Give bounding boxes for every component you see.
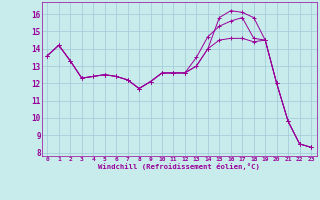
X-axis label: Windchill (Refroidissement éolien,°C): Windchill (Refroidissement éolien,°C) (98, 163, 260, 170)
